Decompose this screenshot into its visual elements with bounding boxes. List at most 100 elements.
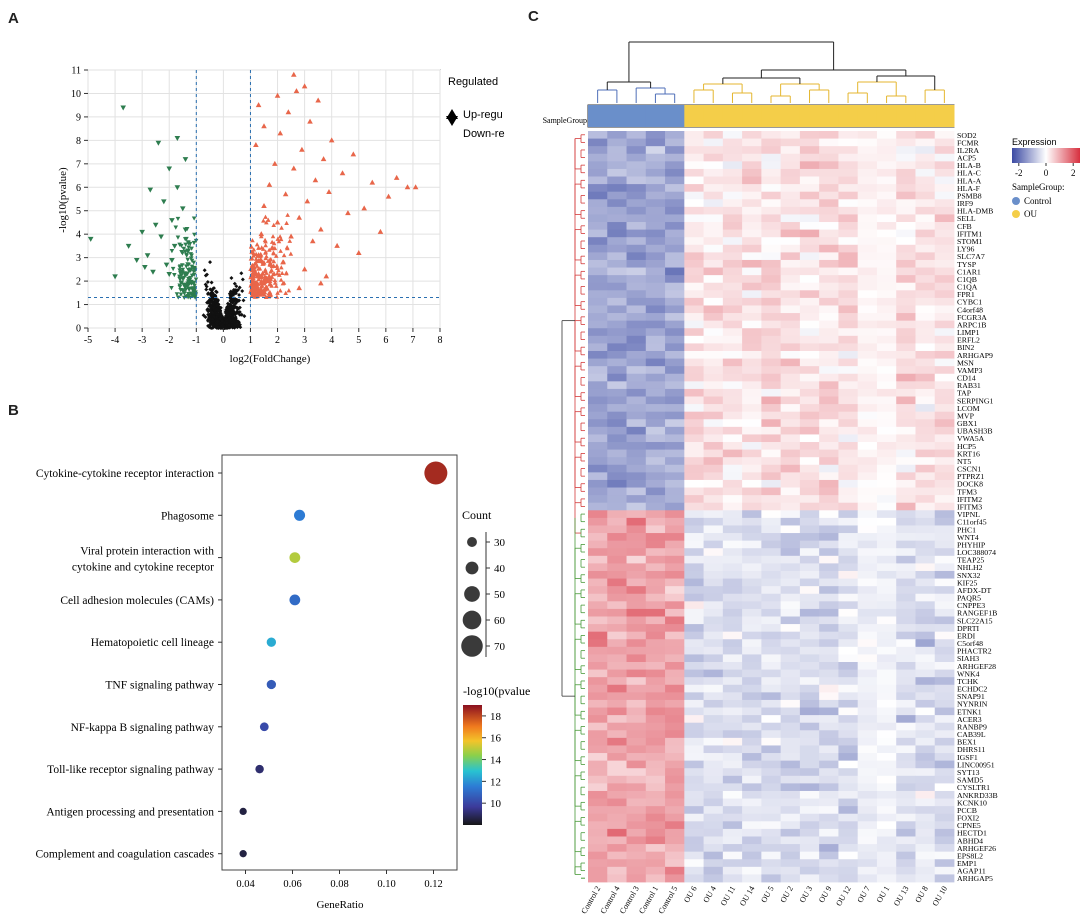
heatmap-cell <box>626 191 647 200</box>
heatmap-cell <box>588 457 608 466</box>
pathway-label: Viral protein interaction with cytokine a… <box>72 546 214 574</box>
heatmap-cell <box>819 821 839 830</box>
heatmap-cell <box>645 290 666 299</box>
heatmap-cell <box>684 707 704 716</box>
heatmap-cell <box>915 548 936 557</box>
down-regulated-point <box>182 285 188 290</box>
heatmap-cell <box>915 502 936 511</box>
heatmap-cell <box>876 745 897 754</box>
heatmap-cell <box>703 237 724 246</box>
heatmap-cell <box>722 851 743 860</box>
heatmap-cell <box>645 366 666 375</box>
heatmap-cell <box>684 768 704 777</box>
heatmap-cell <box>896 851 916 860</box>
volcano-y-tick-label: 1 <box>76 300 81 311</box>
heatmap-cell <box>799 457 820 466</box>
heatmap-cell <box>799 366 820 375</box>
heatmap-cell <box>799 783 820 792</box>
heatmap-cell <box>838 525 859 534</box>
heatmap-cell <box>645 442 666 451</box>
gene-label: VWA5A <box>957 434 985 443</box>
heatmap-cell <box>588 464 608 473</box>
up-regulated-point <box>266 247 272 252</box>
heatmap-cell <box>626 206 647 215</box>
heatmap-cell <box>684 244 704 253</box>
heatmap-cell <box>684 570 704 579</box>
heatmap-cell <box>934 419 955 428</box>
heatmap-cell <box>761 874 782 883</box>
heatmap-cell <box>799 275 820 284</box>
heatmap-cell <box>645 828 666 837</box>
heatmap-cell <box>761 502 782 511</box>
heatmap-cell <box>684 730 704 739</box>
heatmap-cell <box>876 525 897 534</box>
heatmap-cell <box>626 548 647 557</box>
heatmap-cell <box>761 722 782 731</box>
heatmap-cell <box>819 373 839 382</box>
heatmap-cell <box>645 335 666 344</box>
heatmap-cell <box>915 859 936 868</box>
heatmap-cell <box>703 214 724 223</box>
gene-label: UBASH3B <box>957 427 993 436</box>
heatmap-cell <box>665 426 685 435</box>
up-regulated-point <box>262 292 267 297</box>
heatmap-cell <box>896 434 916 443</box>
heatmap-cell <box>761 275 782 284</box>
heatmap-cell <box>934 525 955 534</box>
heatmap-cell <box>799 267 820 276</box>
heatmap-cell <box>896 404 916 413</box>
heatmap-cell <box>780 548 801 557</box>
heatmap-cell <box>896 313 916 322</box>
heatmap-cell <box>607 396 627 405</box>
heatmap-cell <box>588 161 608 170</box>
heatmap-cell <box>626 297 647 306</box>
heatmap-cell <box>876 131 897 139</box>
heatmap-cell <box>761 646 782 655</box>
up-regulated-point <box>266 181 273 187</box>
heatmap-cell <box>876 730 897 739</box>
heatmap-cell <box>588 442 608 451</box>
heatmap-cell <box>588 184 608 193</box>
ou-legend-label: OU <box>1024 209 1037 219</box>
heatmap-cell <box>838 707 859 716</box>
heatmap-cell <box>876 146 897 155</box>
heatmap-cell <box>588 153 608 162</box>
heatmap-cell <box>934 373 955 382</box>
heatmap-cell <box>876 646 897 655</box>
heatmap-cell <box>645 851 666 860</box>
heatmap-cell <box>915 472 936 481</box>
heatmap-cell <box>645 358 666 367</box>
heatmap-cell <box>819 783 839 792</box>
heatmap-cell <box>819 479 839 488</box>
heatmap-cell <box>607 252 627 261</box>
heatmap-cell <box>607 328 627 337</box>
heatmap-cell <box>626 237 647 246</box>
heatmap-cell <box>780 343 801 352</box>
heatmap-cell <box>626 586 647 595</box>
pvalue-legend-label: 18 <box>490 711 502 723</box>
column-dendrogram <box>597 41 945 103</box>
heatmap-cell <box>703 722 724 731</box>
enrichment-bubble <box>239 850 247 858</box>
heatmap-cell <box>896 184 916 193</box>
heatmap-cell <box>742 533 762 542</box>
gene-label: C11orf45 <box>957 518 987 527</box>
heatmap-cell <box>799 677 820 686</box>
heatmap-cell <box>607 639 627 648</box>
heatmap-cell <box>742 495 762 504</box>
heatmap-cell <box>684 699 704 708</box>
heatmap-cell <box>934 449 955 458</box>
heatmap-cell <box>934 722 955 731</box>
heatmap-cell <box>819 601 839 610</box>
heatmap-cell <box>780 146 801 155</box>
heatmap-cell <box>819 153 839 162</box>
heatmap-cell <box>607 555 627 564</box>
gene-label: CSCN1 <box>957 465 981 474</box>
heatmap-cell <box>915 570 936 579</box>
heatmap-cell <box>819 555 839 564</box>
heatmap-cell <box>915 631 936 640</box>
heatmap-cell <box>896 715 916 724</box>
down-regulated-point <box>175 235 181 240</box>
heatmap-cell <box>722 677 743 686</box>
heatmap-cell <box>665 775 685 784</box>
